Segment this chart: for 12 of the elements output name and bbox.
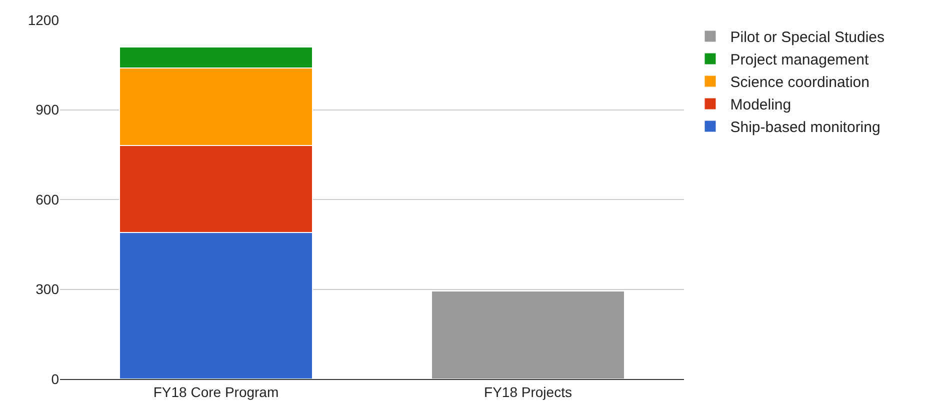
legend-label: Ship-based monitoring [730, 119, 880, 136]
legend-label: Project management [730, 52, 870, 69]
legend-label: Modeling [730, 96, 792, 114]
y-tick-label: 1200 [28, 12, 60, 28]
x-tick-label: FY18 Projects [484, 384, 572, 400]
legend-label: Science coordination [730, 74, 870, 92]
y-tick-label: 300 [36, 281, 60, 298]
y-tick-label: 600 [36, 191, 60, 208]
legend-label: Pilot or Special Studies [730, 29, 884, 46]
x-tick-label: FY18 Core Program [153, 384, 279, 400]
y-tick-label: 900 [36, 102, 60, 118]
y-tick-label: 0 [51, 370, 60, 387]
